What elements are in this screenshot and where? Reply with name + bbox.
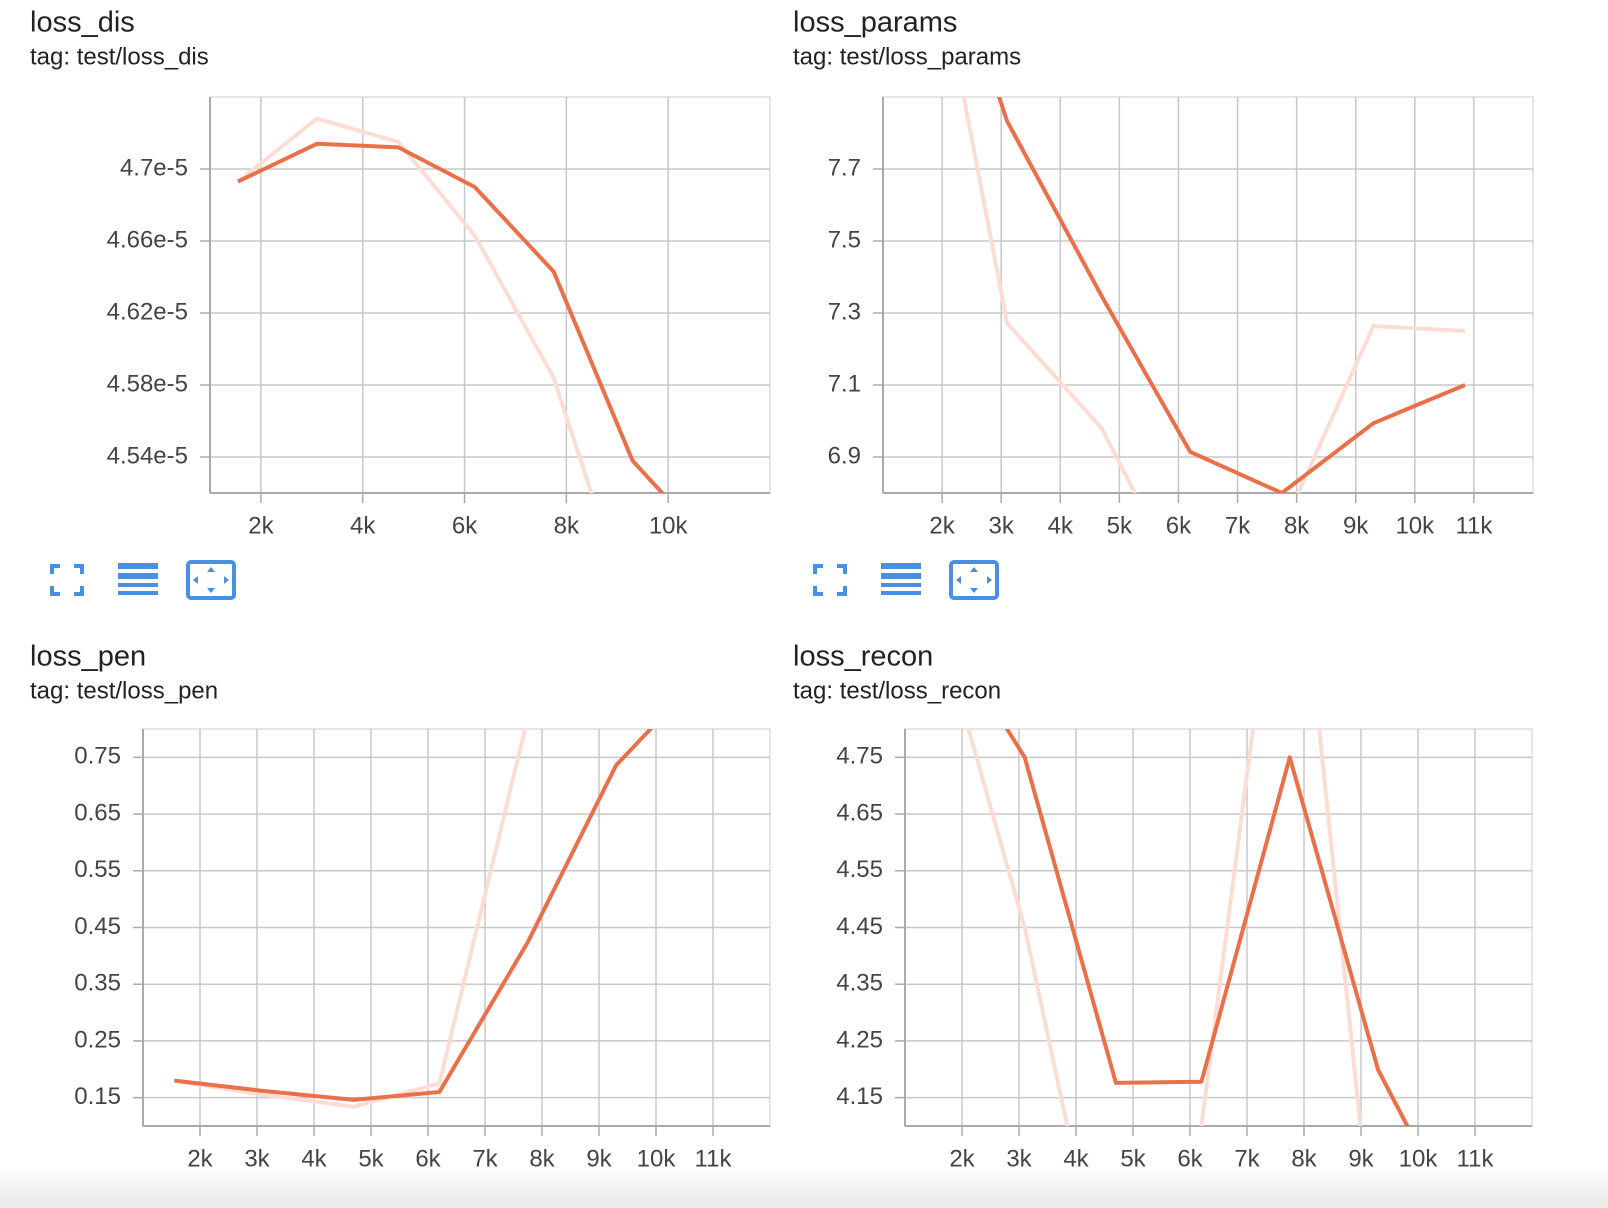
x-tick-label: 4k <box>1048 512 1074 539</box>
x-tick-label: 7k <box>1234 1145 1260 1172</box>
x-tick-label: 6k <box>1177 1145 1203 1172</box>
log-scale-button[interactable] <box>118 563 158 595</box>
y-tick-label: 4.75 <box>836 743 883 770</box>
x-tick-label: 8k <box>529 1145 555 1172</box>
x-tick-label: 6k <box>415 1145 441 1172</box>
y-tick-label: 4.66e-5 <box>107 226 188 253</box>
series-line <box>1004 729 1410 1126</box>
y-tick-label: 4.35 <box>836 970 883 997</box>
x-tick-label: 7k <box>472 1145 498 1172</box>
y-tick-label: 7.3 <box>828 298 861 325</box>
series-line <box>174 729 528 1109</box>
y-tick-label: 0.35 <box>74 970 121 997</box>
x-tick-label: 2k <box>187 1145 213 1172</box>
y-tick-label: 0.65 <box>74 799 121 826</box>
y-tick-label: 0.75 <box>74 743 121 770</box>
x-tick-label: 2k <box>929 512 955 539</box>
fit-domain-button[interactable] <box>949 560 999 600</box>
x-tick-label: 10k <box>649 512 689 539</box>
x-tick-label: 11k <box>695 1145 733 1172</box>
x-tick-label: 3k <box>244 1145 270 1172</box>
y-tick-label: 7.5 <box>828 226 861 253</box>
y-tick-label: 0.45 <box>74 913 121 940</box>
series-line <box>174 729 654 1102</box>
x-tick-label: 5k <box>358 1145 384 1172</box>
chart-title: loss_params <box>793 7 957 39</box>
x-tick-label: 9k <box>1343 512 1369 539</box>
plot-lines <box>174 729 654 1109</box>
series-line <box>237 141 665 493</box>
x-tick-label: 4k <box>1063 1145 1089 1172</box>
series-line <box>236 116 594 493</box>
x-tick-label: 7k <box>1225 512 1251 539</box>
x-tick-label: 3k <box>989 512 1015 539</box>
chart-subtitle: tag: test/loss_pen <box>30 677 218 704</box>
x-tick-label: 2k <box>949 1145 975 1172</box>
y-tick-label: 4.55 <box>836 856 883 883</box>
x-tick-label: 9k <box>586 1145 612 1172</box>
chart-card: loss_pen tag: test/loss_pen 0.15 0.25 0.35 0.… <box>30 641 771 1172</box>
y-tick-label: 7.1 <box>828 370 861 397</box>
fit-domain-button[interactable] <box>186 560 236 600</box>
chart-toolbar <box>50 560 236 600</box>
y-tick-label: 4.58e-5 <box>107 370 188 397</box>
log-scale-button[interactable] <box>881 563 921 595</box>
x-tick-label: 10k <box>637 1145 677 1172</box>
series-line <box>966 729 1363 1126</box>
y-tick-label: 4.62e-5 <box>107 298 188 325</box>
y-tick-label: 0.25 <box>74 1026 121 1053</box>
x-tick-label: 5k <box>1107 512 1133 539</box>
x-tick-label: 10k <box>1395 512 1435 539</box>
x-tick-label: 5k <box>1120 1145 1146 1172</box>
series-line <box>996 97 1466 493</box>
y-tick-label: 4.25 <box>836 1026 883 1053</box>
chart-toolbar <box>813 560 999 600</box>
y-tick-label: 7.7 <box>828 154 861 181</box>
x-tick-label: 8k <box>554 512 580 539</box>
y-tick-label: 0.55 <box>74 856 121 883</box>
fullscreen-button[interactable] <box>50 564 84 596</box>
chart-subtitle: tag: test/loss_recon <box>793 677 1001 704</box>
x-tick-label: 4k <box>301 1145 327 1172</box>
plot-frame <box>882 96 1534 494</box>
x-tick-label: 6k <box>1166 512 1192 539</box>
x-tick-label: 10k <box>1399 1145 1439 1172</box>
chart-title: loss_dis <box>30 7 135 39</box>
chart-card: loss_params tag: test/loss_params 6.9 7.1 7.… <box>793 7 1534 539</box>
chart-subtitle: tag: test/loss_params <box>793 43 1021 70</box>
chart-title: loss_recon <box>793 641 933 673</box>
x-tick-label: 3k <box>1006 1145 1032 1172</box>
x-tick-label: 9k <box>1348 1145 1374 1172</box>
toolbar <box>50 560 999 600</box>
y-tick-label: 4.65 <box>836 799 883 826</box>
y-tick-label: 4.54e-5 <box>107 442 188 469</box>
plot-lines <box>966 729 1410 1126</box>
footer-shade <box>0 1168 1608 1208</box>
x-tick-label: 6k <box>452 512 478 539</box>
x-tick-label: 4k <box>350 512 376 539</box>
chart-title: loss_pen <box>30 641 146 673</box>
chart-subtitle: tag: test/loss_dis <box>30 43 209 70</box>
y-tick-label: 4.7e-5 <box>120 154 188 181</box>
y-tick-label: 4.45 <box>836 913 883 940</box>
series-line <box>961 97 1466 493</box>
y-tick-label: 4.15 <box>836 1083 883 1110</box>
x-tick-label: 2k <box>248 512 274 539</box>
plot-lines <box>236 116 665 493</box>
x-tick-label: 11k <box>1457 1145 1495 1172</box>
plot-lines <box>961 97 1466 493</box>
y-tick-label: 6.9 <box>828 442 861 469</box>
chart-card: loss_dis tag: test/loss_dis 4.54e-5 4.58e-5… <box>30 7 771 539</box>
x-tick-label: 8k <box>1291 1145 1317 1172</box>
y-tick-label: 0.15 <box>74 1083 121 1110</box>
x-tick-label: 11k <box>1455 512 1493 539</box>
x-tick-label: 8k <box>1284 512 1310 539</box>
chart-card: loss_recon tag: test/loss_recon 4.15 4.25 4.… <box>793 641 1533 1172</box>
fullscreen-button[interactable] <box>813 564 847 596</box>
